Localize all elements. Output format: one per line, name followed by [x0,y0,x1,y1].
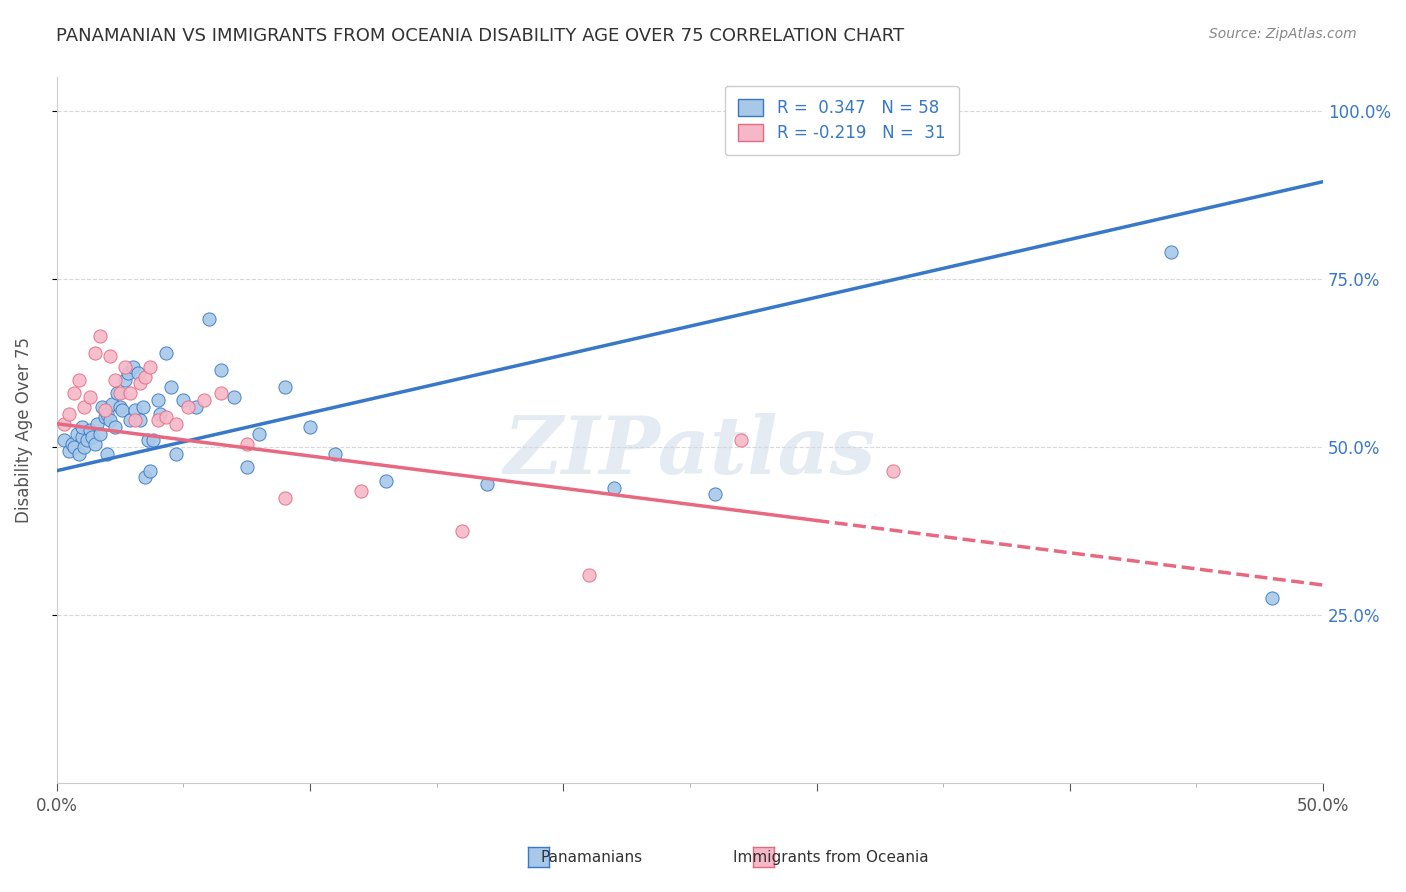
Point [247,426,270,441]
Point [1160,245,1182,260]
Point [730,434,752,448]
Point [193,393,215,408]
Point [70,430,93,444]
Point [98,350,121,364]
Point [477,477,499,491]
Point [104,420,127,434]
Point [134,470,156,484]
Point [73,400,96,414]
Point [349,483,371,498]
Point [235,460,257,475]
Y-axis label: Disability Age Over 75: Disability Age Over 75 [15,337,32,524]
Point [146,393,169,408]
Point [104,373,127,387]
Point [374,474,396,488]
Point [165,417,187,431]
Point [111,403,134,417]
Point [124,413,146,427]
Point [129,413,152,427]
Point [603,481,626,495]
Point [120,386,142,401]
Point [96,407,118,421]
Point [73,440,96,454]
Point [93,403,115,417]
Point [91,400,114,414]
Point [273,380,295,394]
Point [63,440,86,454]
Point [107,386,129,401]
Point [1261,591,1284,606]
Point [142,434,165,448]
Point [53,417,76,431]
Point [222,390,245,404]
Point [129,376,152,391]
Point [58,407,80,421]
Point [451,524,474,539]
Point [235,437,257,451]
Point [155,409,177,424]
Point [114,373,136,387]
Text: Immigrants from Oceania: Immigrants from Oceania [733,850,928,865]
Point [89,426,111,441]
Point [172,393,194,408]
Point [323,447,346,461]
Point [60,437,83,451]
Point [79,390,101,404]
Point [76,434,98,448]
Text: Panamanians: Panamanians [540,850,643,865]
Text: Source: ZipAtlas.com: Source: ZipAtlas.com [1209,27,1357,41]
Point [177,400,200,414]
Point [146,413,169,427]
Point [121,359,143,374]
Point [67,373,90,387]
Point [165,447,187,461]
Point [98,413,121,427]
Point [149,407,172,421]
Point [63,386,86,401]
Point [209,363,232,377]
Point [96,447,118,461]
Point [882,464,904,478]
Point [136,434,159,448]
Point [80,430,103,444]
Point [79,424,101,438]
Point [197,312,219,326]
Point [273,491,295,505]
Point [53,434,76,448]
Point [67,447,90,461]
Point [58,443,80,458]
Legend: R =  0.347   N = 58, R = -0.219   N =  31: R = 0.347 N = 58, R = -0.219 N = 31 [725,86,959,155]
Point [89,329,111,343]
Point [66,426,89,441]
Point [132,400,155,414]
Point [155,346,177,360]
Text: PANAMANIAN VS IMMIGRANTS FROM OCEANIA DISABILITY AGE OVER 75 CORRELATION CHART: PANAMANIAN VS IMMIGRANTS FROM OCEANIA DI… [56,27,904,45]
Point [139,464,162,478]
Point [93,409,115,424]
Point [134,369,156,384]
Point [70,420,93,434]
Point [127,366,149,380]
Point [184,400,207,414]
Point [108,386,131,401]
Point [86,417,108,431]
Point [120,413,142,427]
Point [101,396,124,410]
Point [83,437,105,451]
Point [578,568,600,582]
Point [108,400,131,414]
Point [83,346,105,360]
Point [139,359,162,374]
Point [117,366,139,380]
Point [114,359,136,374]
Point [124,403,146,417]
Point [704,487,727,501]
Point [159,380,181,394]
Point [298,420,321,434]
Text: ZIPatlas: ZIPatlas [503,413,876,491]
Point [209,386,232,401]
